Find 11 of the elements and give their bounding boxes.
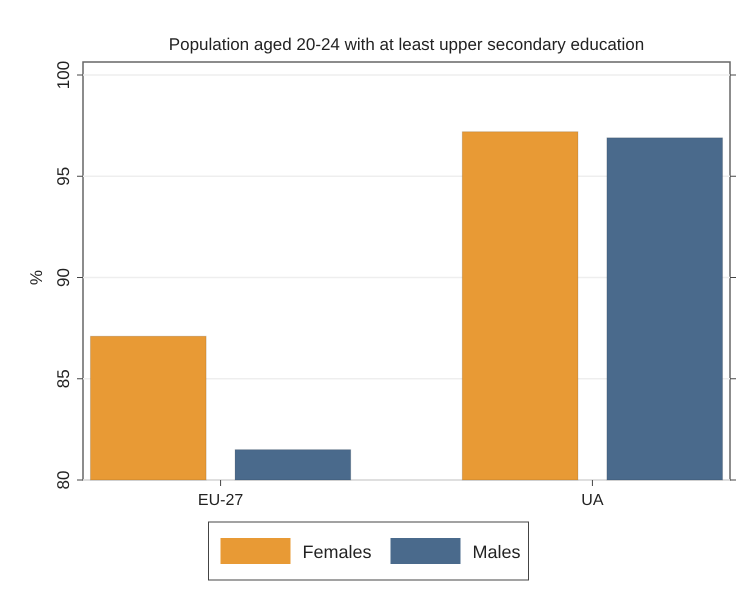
legend-label: Females <box>302 542 372 562</box>
legend-label: Males <box>472 542 521 562</box>
y-tick-label: 95 <box>54 166 73 186</box>
x-tick-label: EU-27 <box>198 492 244 509</box>
y-tick-label: 90 <box>54 268 73 287</box>
y-tick-label: 100 <box>54 60 73 90</box>
y-tick-label: 80 <box>54 470 73 490</box>
y-axis-title: % <box>27 270 46 286</box>
chart-title: Population aged 20-24 with at least upper secondary education <box>168 35 644 54</box>
x-tick-label: UA <box>581 492 604 509</box>
y-tick-label: 85 <box>54 369 73 388</box>
